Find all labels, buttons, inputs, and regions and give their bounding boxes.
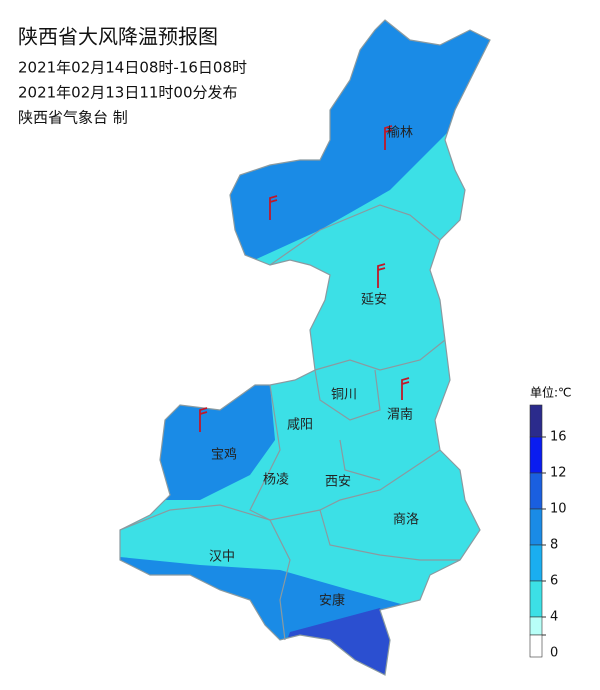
issued: 2021年02月13日11时00分发布 bbox=[18, 84, 238, 102]
legend-tick-label: 12 bbox=[550, 466, 567, 481]
legend-swatch bbox=[529, 580, 543, 618]
legend-tick-label: 4 bbox=[550, 610, 558, 625]
city-label: 延安 bbox=[361, 293, 387, 308]
legend: 16 12 10 8 6 4 0 bbox=[529, 404, 567, 661]
city-label: 商洛 bbox=[393, 513, 419, 528]
legend-swatch bbox=[529, 404, 543, 438]
city-label: 榆林 bbox=[387, 126, 413, 141]
city-label: 杨凌 bbox=[263, 473, 289, 488]
legend-tick-label: 10 bbox=[550, 502, 567, 517]
legend-swatch bbox=[529, 472, 543, 510]
legend-swatch bbox=[529, 508, 543, 546]
city-label: 宝鸡 bbox=[211, 447, 237, 463]
district-borders bbox=[119, 204, 460, 641]
producer: 陕西省气象台 制 bbox=[18, 109, 128, 127]
city-label: 铜川 bbox=[331, 388, 357, 403]
period: 2021年02月14日08时-16日08时 bbox=[18, 59, 247, 77]
legend-tick-label: 16 bbox=[550, 430, 567, 445]
legend-swatch bbox=[529, 616, 543, 636]
legend-swatch bbox=[529, 544, 543, 582]
legend-unit: 单位:℃ bbox=[530, 385, 572, 400]
title: 陕西省大风降温预报图 bbox=[18, 25, 218, 49]
wind-markers bbox=[199, 125, 410, 432]
city-label: 西安 bbox=[325, 475, 351, 490]
legend-swatch bbox=[529, 634, 543, 658]
legend-tick-label: 6 bbox=[550, 574, 558, 589]
city-label: 咸阳 bbox=[287, 418, 313, 433]
legend-swatch bbox=[529, 436, 543, 474]
city-label: 安康 bbox=[319, 593, 345, 609]
legend-tick-label: 0 bbox=[550, 646, 558, 661]
legend-tick-label: 8 bbox=[550, 538, 558, 553]
city-label: 汉中 bbox=[209, 550, 235, 565]
city-label: 渭南 bbox=[387, 407, 413, 423]
